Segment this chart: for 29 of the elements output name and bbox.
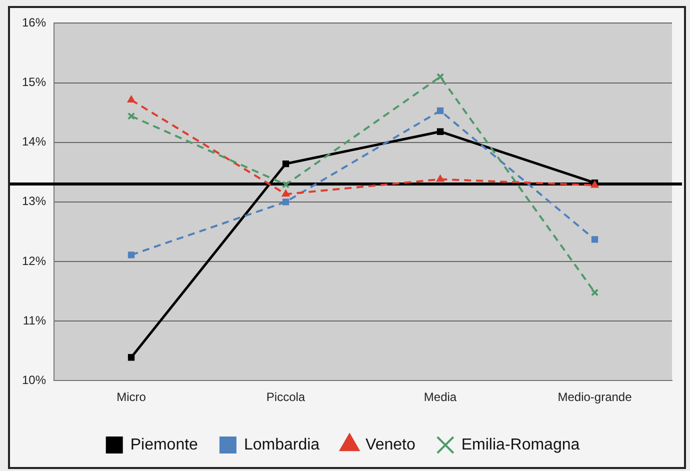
point	[127, 96, 136, 103]
point	[128, 354, 135, 361]
point	[436, 174, 444, 182]
x-tick-label: Piccola	[266, 390, 306, 404]
y-tick-label: 14%	[22, 134, 46, 149]
legend-label: Veneto	[366, 436, 416, 454]
point	[127, 112, 136, 120]
y-tick-label: 16%	[22, 16, 46, 30]
x-tick-label: Media	[424, 390, 457, 404]
point	[436, 107, 444, 114]
legend-label: Emilia-Romagna	[461, 436, 580, 454]
point	[282, 180, 290, 188]
y-tick-label: 11%	[22, 313, 46, 328]
point	[591, 236, 598, 243]
point	[436, 72, 444, 81]
x-tick-label: Micro	[116, 390, 146, 404]
point	[436, 128, 444, 135]
y-tick-label: 12%	[22, 254, 46, 268]
point	[282, 160, 290, 168]
legend-label: Piemonte	[130, 436, 198, 454]
y-tick-label: 13%	[22, 194, 46, 208]
point	[590, 288, 599, 296]
x-tick-label: Medio-grande	[558, 390, 632, 404]
point	[128, 252, 135, 258]
legend-label: Lombardia	[244, 436, 320, 454]
point	[282, 190, 290, 197]
y-tick-label: 15%	[22, 75, 46, 90]
point	[282, 198, 290, 206]
y-tick-label: 10%	[22, 372, 46, 387]
